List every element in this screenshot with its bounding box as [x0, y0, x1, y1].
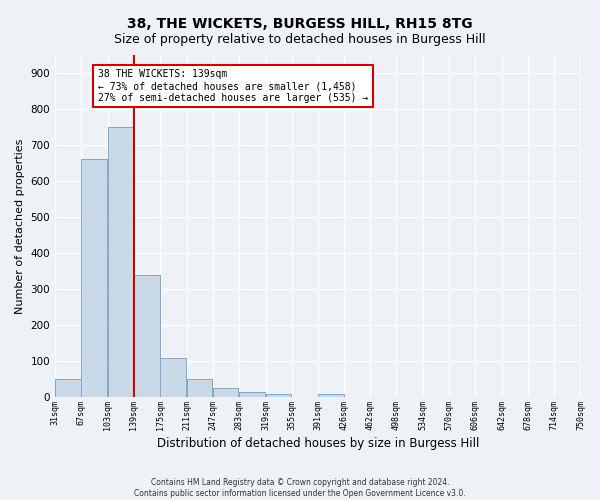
- Bar: [266, 394, 291, 398]
- Bar: [318, 394, 344, 398]
- Bar: [82, 160, 107, 398]
- Bar: [213, 388, 238, 398]
- Text: Contains HM Land Registry data © Crown copyright and database right 2024.
Contai: Contains HM Land Registry data © Crown c…: [134, 478, 466, 498]
- Bar: [239, 392, 265, 398]
- X-axis label: Distribution of detached houses by size in Burgess Hill: Distribution of detached houses by size …: [157, 437, 479, 450]
- Bar: [187, 380, 212, 398]
- Bar: [134, 275, 160, 398]
- Bar: [160, 358, 186, 398]
- Bar: [107, 127, 133, 398]
- Text: Size of property relative to detached houses in Burgess Hill: Size of property relative to detached ho…: [114, 32, 486, 46]
- Text: 38, THE WICKETS, BURGESS HILL, RH15 8TG: 38, THE WICKETS, BURGESS HILL, RH15 8TG: [127, 18, 473, 32]
- Bar: [55, 380, 80, 398]
- Y-axis label: Number of detached properties: Number of detached properties: [15, 138, 25, 314]
- Text: 38 THE WICKETS: 139sqm
← 73% of detached houses are smaller (1,458)
27% of semi-: 38 THE WICKETS: 139sqm ← 73% of detached…: [98, 70, 368, 102]
